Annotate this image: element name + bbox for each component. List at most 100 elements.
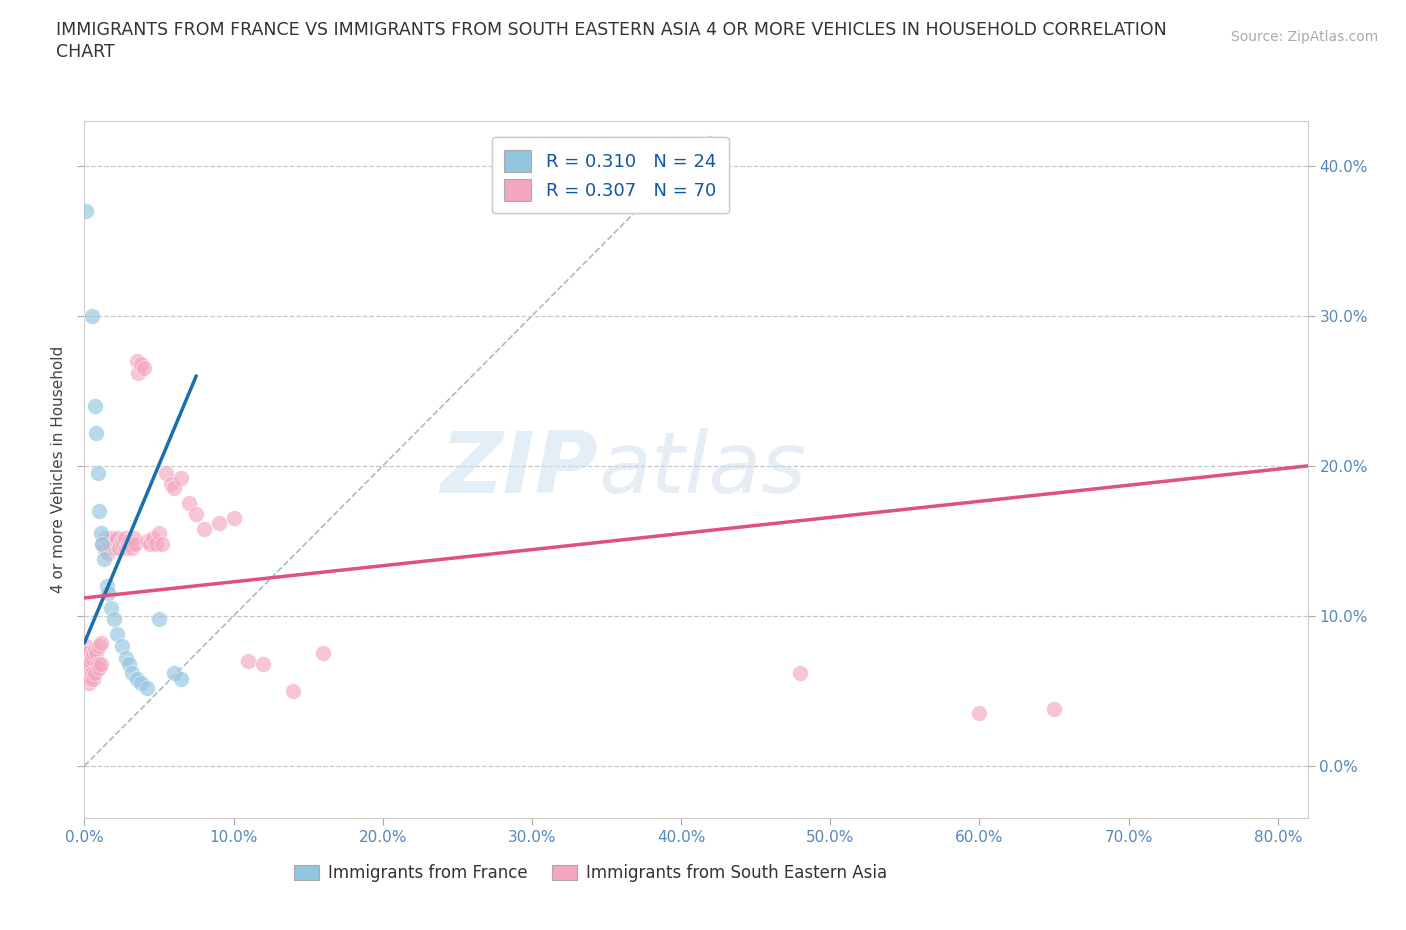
Text: IMMIGRANTS FROM FRANCE VS IMMIGRANTS FROM SOUTH EASTERN ASIA 4 OR MORE VEHICLES : IMMIGRANTS FROM FRANCE VS IMMIGRANTS FRO…	[56, 21, 1167, 39]
Point	[125, 353, 148, 368]
Point	[107, 541, 129, 556]
Legend: Immigrants from France, Immigrants from South Eastern Asia: Immigrants from France, Immigrants from …	[288, 857, 893, 889]
Point	[121, 541, 143, 556]
Point	[125, 671, 148, 686]
Point	[120, 537, 142, 551]
Point	[94, 530, 117, 545]
Point	[82, 671, 104, 686]
Point	[115, 541, 138, 556]
Point	[177, 496, 200, 511]
Point	[83, 642, 105, 657]
Point	[108, 537, 131, 551]
Text: CHART: CHART	[56, 43, 115, 60]
Point	[207, 515, 229, 530]
Point	[163, 481, 186, 496]
Point	[122, 530, 145, 545]
Point	[97, 546, 120, 561]
Point	[193, 522, 215, 537]
Point	[252, 657, 274, 671]
Point	[96, 578, 118, 593]
Point	[150, 537, 173, 551]
Point	[142, 530, 165, 545]
Point	[789, 666, 811, 681]
Point	[93, 551, 115, 566]
Point	[112, 537, 135, 551]
Point	[101, 541, 124, 556]
Point	[103, 611, 125, 626]
Point	[75, 661, 97, 676]
Point	[283, 684, 305, 698]
Point	[312, 646, 335, 661]
Point	[89, 503, 111, 518]
Point	[91, 537, 114, 551]
Point	[90, 526, 112, 541]
Point	[89, 639, 111, 654]
Point	[104, 534, 127, 549]
Point	[84, 646, 107, 661]
Text: atlas: atlas	[598, 428, 806, 512]
Point	[80, 309, 103, 324]
Point	[76, 646, 98, 661]
Point	[139, 537, 162, 551]
Point	[111, 639, 134, 654]
Point	[129, 676, 152, 691]
Point	[105, 627, 128, 642]
Point	[148, 526, 170, 541]
Point	[136, 534, 159, 549]
Point	[1043, 701, 1066, 716]
Text: ZIP: ZIP	[440, 428, 598, 512]
Point	[89, 661, 111, 676]
Point	[79, 671, 101, 686]
Point	[76, 669, 98, 684]
Point	[90, 635, 112, 650]
Point	[91, 537, 114, 551]
Point	[124, 537, 146, 551]
Point	[96, 537, 118, 551]
Point	[75, 639, 97, 654]
Point	[155, 466, 177, 481]
Point	[222, 511, 245, 525]
Point	[129, 356, 152, 371]
Point	[103, 537, 125, 551]
Point	[118, 657, 141, 671]
Point	[238, 654, 260, 669]
Point	[132, 361, 155, 376]
Point	[82, 646, 104, 661]
Point	[111, 534, 134, 549]
Point	[80, 650, 103, 665]
Point	[79, 654, 101, 669]
Point	[80, 666, 103, 681]
Point	[83, 398, 105, 413]
Point	[170, 471, 193, 485]
Point	[77, 676, 100, 691]
Y-axis label: 4 or more Vehicles in Household: 4 or more Vehicles in Household	[51, 346, 66, 593]
Point	[87, 657, 110, 671]
Point	[77, 657, 100, 671]
Point	[75, 204, 97, 219]
Point	[87, 466, 110, 481]
Point	[93, 541, 115, 556]
Legend: R = 0.310   N = 24, R = 0.307   N = 70: R = 0.310 N = 24, R = 0.307 N = 70	[492, 137, 728, 214]
Point	[170, 671, 193, 686]
Point	[136, 681, 159, 696]
Point	[969, 706, 991, 721]
Point	[90, 657, 112, 671]
Point	[97, 534, 120, 549]
Point	[100, 601, 122, 616]
Point	[98, 537, 121, 551]
Point	[114, 530, 136, 545]
Point	[100, 530, 122, 545]
Point	[97, 586, 120, 601]
Point	[117, 537, 139, 551]
Point	[127, 365, 149, 380]
Text: Source: ZipAtlas.com: Source: ZipAtlas.com	[1230, 30, 1378, 44]
Point	[105, 530, 128, 545]
Point	[118, 534, 141, 549]
Point	[186, 507, 208, 522]
Point	[83, 666, 105, 681]
Point	[148, 611, 170, 626]
Point	[145, 537, 167, 551]
Point	[121, 666, 143, 681]
Point	[84, 425, 107, 440]
Point	[115, 650, 138, 665]
